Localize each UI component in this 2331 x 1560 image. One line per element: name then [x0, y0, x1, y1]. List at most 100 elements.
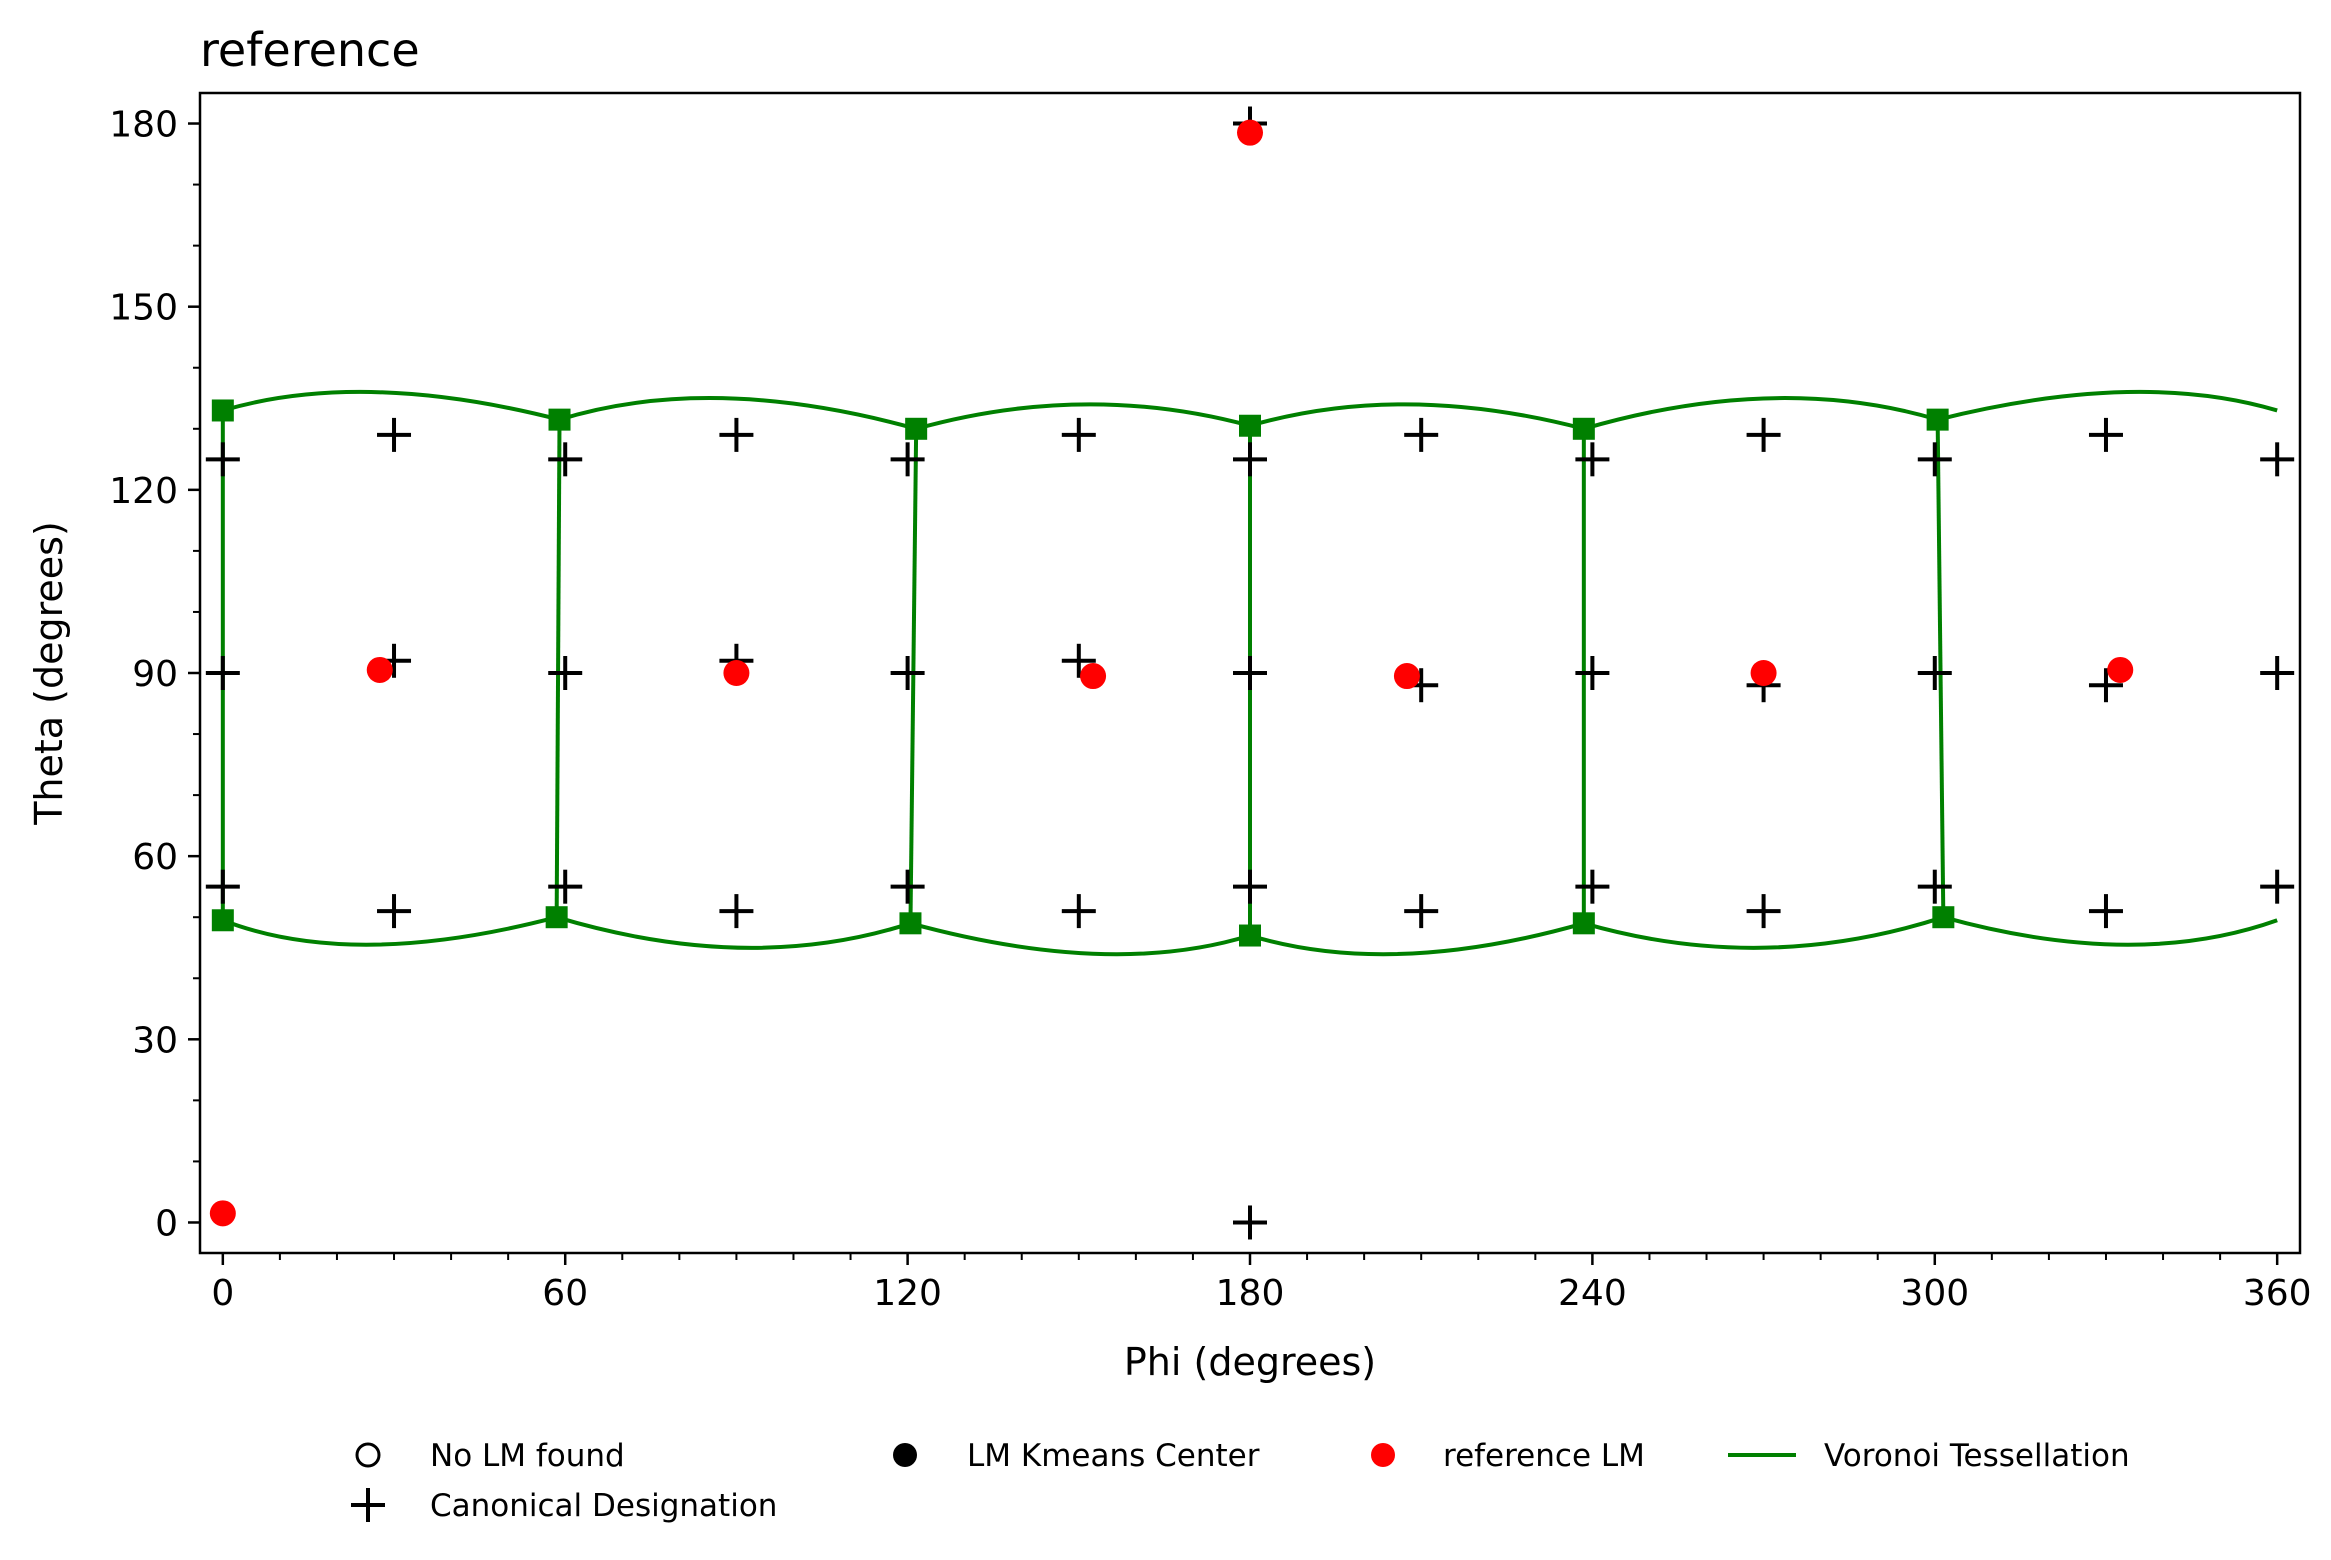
x-tick-label: 180 [1216, 1273, 1285, 1314]
canonical-marker [548, 869, 583, 904]
reference-lm-point [1750, 660, 1777, 686]
canonical-marker [1233, 656, 1267, 690]
legend: No LM found LM Kmeans Center reference LM V… [351, 1438, 2130, 1524]
reference-lm-point [209, 1200, 236, 1227]
voronoi-edge [554, 419, 562, 918]
voronoi-vertex [1239, 924, 1261, 947]
legend-marker [1371, 1443, 1395, 1467]
legend-label: LM Kmeans Center [967, 1438, 1260, 1474]
voronoi-edge [222, 389, 561, 422]
canonical-marker [890, 869, 925, 904]
voronoi-vertex [211, 399, 234, 422]
canonical-marker [890, 442, 925, 477]
legend-marker [355, 1442, 381, 1468]
legend-label: No LM found [430, 1438, 625, 1474]
voronoi-tessellation [211, 389, 2278, 957]
voronoi-edge [915, 402, 1251, 431]
legend-entry: LM Kmeans Center [893, 1438, 1260, 1474]
voronoi-vertex [1239, 414, 1261, 437]
canonical-marker [548, 656, 583, 690]
canonical-marker [1061, 894, 1096, 929]
voronoi-edge [1249, 402, 1585, 431]
y-tick-label: 150 [109, 288, 178, 329]
x-tick-label: 300 [1900, 1273, 1969, 1314]
voronoi-edge [558, 396, 917, 431]
y-tick-label: 90 [132, 654, 178, 695]
voronoi-vertex [905, 417, 928, 440]
canonical-marker [1746, 417, 1781, 452]
voronoi-vertex [899, 912, 922, 935]
canonical-marker [377, 417, 412, 452]
reference-lm-point [1237, 119, 1263, 146]
canonical-marker [2260, 442, 2295, 477]
chart-title: reference [200, 23, 420, 77]
y-tick-label: 180 [109, 105, 178, 146]
canonical-marker [548, 442, 583, 477]
canonical-marker [1917, 869, 1952, 904]
canonical-marker [1575, 442, 1610, 477]
canonical-marker [2088, 417, 2123, 452]
reference-lm-point [2107, 656, 2134, 683]
canonical-marker [1917, 442, 1952, 477]
canonical-marker [1061, 643, 1096, 678]
canonical-marker [1575, 656, 1610, 690]
x-tick-label: 240 [1558, 1273, 1627, 1314]
canonical-marker [1404, 894, 1439, 929]
reference-lm-point [1393, 663, 1420, 690]
legend-entry: Voronoi Tessellation [1728, 1438, 2130, 1474]
canonical-marker [2260, 869, 2295, 904]
y-tick-label: 60 [132, 837, 178, 878]
voronoi-edge [1583, 915, 1944, 950]
voronoi-vertex [1926, 408, 1949, 431]
voronoi-vertex [1572, 417, 1595, 440]
canonical-marker [377, 894, 412, 929]
voronoi-edge [1583, 396, 1939, 431]
legend-entry: reference LM [1371, 1438, 1645, 1474]
voronoi-edge [1942, 915, 2278, 947]
canonical-marker [1746, 894, 1781, 929]
y-axis-label: Theta (degrees) [27, 521, 71, 826]
legend-entry: Canonical Designation [351, 1488, 777, 1524]
voronoi-edge [1937, 389, 2278, 422]
canonical-marker [1233, 442, 1267, 477]
voronoi-edge [909, 921, 1251, 957]
legend-entry: No LM found [355, 1438, 625, 1474]
voronoi-edge [222, 915, 558, 947]
canonical-marker [1917, 656, 1952, 690]
canonical-marker [1404, 417, 1439, 452]
voronoi-edge [908, 428, 919, 924]
canonical-marker [719, 417, 754, 452]
canonical-marker [890, 656, 925, 690]
reference-lm-point [1080, 663, 1107, 690]
canonical-marker [1575, 869, 1610, 904]
legend-marker [893, 1443, 917, 1467]
legend-label: Voronoi Tessellation [1824, 1438, 2130, 1474]
reference-lm-markers [209, 119, 2134, 1227]
axis-ticks: 0 60 120 180 240 300 360 0 30 60 90 120 150 180 [109, 105, 2311, 1314]
y-tick-label: 120 [109, 471, 178, 512]
x-axis-label: Phi (degrees) [1124, 1340, 1376, 1384]
voronoi-edge [556, 915, 912, 950]
voronoi-edge [1935, 419, 1946, 918]
canonical-marker [205, 869, 240, 904]
x-tick-label: 0 [211, 1273, 234, 1314]
voronoi-vertex [1572, 912, 1595, 935]
canonical-marker [1233, 869, 1267, 904]
x-tick-label: 120 [873, 1273, 942, 1314]
voronoi-vertex [545, 906, 568, 929]
y-tick-label: 30 [132, 1020, 178, 1061]
canonical-marker [719, 894, 754, 929]
legend-label: Canonical Designation [430, 1488, 777, 1524]
canonical-designation-markers [205, 106, 2295, 1240]
legend-label: reference LM [1443, 1438, 1645, 1474]
x-tick-label: 360 [2243, 1273, 2312, 1314]
reference-lm-point [366, 656, 393, 683]
canonical-marker [1061, 417, 1096, 452]
voronoi-vertex [211, 909, 234, 932]
reference-lm-point [723, 660, 750, 686]
x-tick-label: 60 [542, 1273, 588, 1314]
canonical-marker [205, 656, 240, 690]
canonical-marker [2088, 668, 2123, 703]
y-tick-label: 0 [155, 1203, 178, 1244]
